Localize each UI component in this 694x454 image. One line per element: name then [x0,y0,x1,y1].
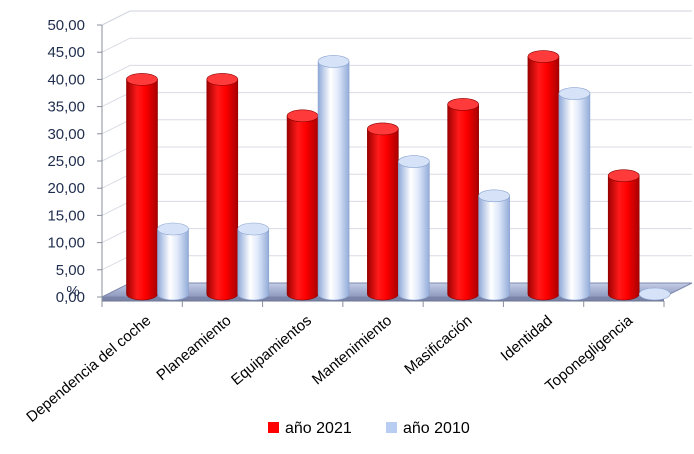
bar-top [126,73,158,86]
legend-swatch [268,422,279,433]
y-tick-label: 20,00 [47,180,85,197]
y-axis-unit-label: % [66,283,79,300]
bar-top [638,287,671,301]
bar-body [206,79,239,301]
gridline [101,92,692,108]
x-axis-category-labels: Dependencia del coche PlaneamientoEquipam… [23,312,636,426]
bar-top [478,189,510,203]
bar-body [447,104,479,301]
x-category-label: Planeamiento [153,312,234,384]
y-tick-label: 45,00 [47,44,85,61]
y-tick-label: 50,00 [47,17,85,34]
bar-body [607,175,640,301]
x-category-label: Identidad [498,312,556,365]
bar-body [398,161,430,301]
x-category-label: Toponegligencia [542,312,636,395]
y-tick-label: 0,00 [56,289,85,306]
bar-body [558,93,591,301]
bar-series1 [206,73,239,301]
bar-top [317,55,350,68]
x-category-label: Equipamientos [228,312,315,389]
bar-series1 [126,73,158,301]
legend-item: año 2010 [386,420,470,437]
x-category-label: Dependencia del coche [23,312,154,426]
bar-body [367,128,399,301]
y-tick-label: 40,00 [47,71,85,88]
legend-label: año 2021 [285,420,352,437]
x-category-label: Masificación [401,312,475,378]
bar-series2 [638,287,671,301]
y-tick-label: 5,00 [56,262,85,279]
y-tick-label: 35,00 [47,99,85,116]
bar-body [478,195,510,301]
bar-top [367,122,399,136]
bar-body [237,228,270,301]
bar-body [527,56,560,301]
bar-top [286,109,319,123]
bar-series1 [607,169,640,301]
bar-body [317,61,350,301]
bar-top [527,50,560,63]
gridline [101,64,692,80]
bar-top [157,222,189,236]
bar-series2 [398,155,430,301]
legend-swatch [386,422,397,433]
gridline [101,10,692,26]
bar-body [157,228,189,301]
bar-series2 [317,55,350,301]
bar-top [447,98,479,111]
bar-series2 [478,189,510,301]
y-tick-label: 10,00 [47,235,85,252]
legend-item: año 2021 [268,420,352,437]
bar-top [558,87,591,100]
legend: año 2021 año 2010 [268,420,470,437]
bar-top [398,155,430,168]
y-axis-tick-labels: 0,00 5,00 10,00 15,00 20,00 25,00 30,00 35,00 40… [47,17,85,306]
bar-top [607,169,640,182]
bar-top [206,73,239,86]
bar-body [286,115,319,301]
bar-top [237,222,270,236]
bar-series2 [237,222,270,301]
bar-series1 [447,98,479,301]
y-tick-label: 30,00 [47,126,85,143]
y-tick-label: 15,00 [47,207,85,224]
gridline [101,37,692,53]
x-category-label: Mantenimiento [309,312,395,388]
bar-body [126,79,158,301]
legend-label: año 2010 [403,420,470,437]
bar-series1 [286,109,319,301]
bar-series1 [367,122,399,301]
bar-series2 [157,222,189,301]
bars [126,50,671,301]
bar-series2 [558,87,591,301]
bar-series1 [527,50,560,301]
y-tick-label: 25,00 [47,153,85,170]
